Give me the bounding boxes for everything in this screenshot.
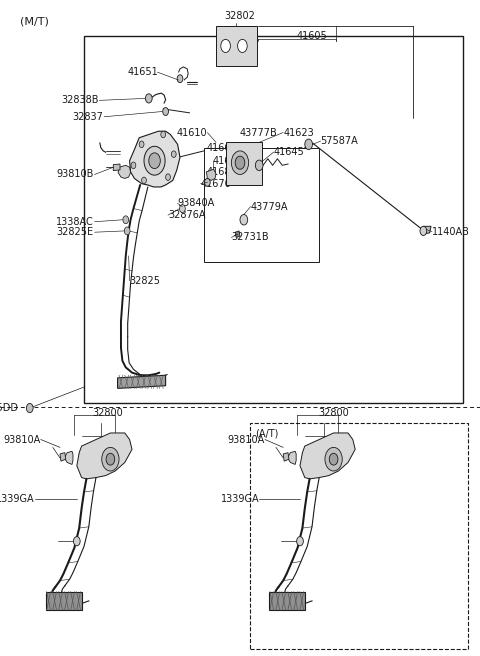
Text: 43777B: 43777B: [240, 127, 278, 138]
Text: 93840A: 93840A: [178, 198, 215, 209]
Text: 32802: 32802: [225, 11, 255, 21]
Bar: [84, 36, 463, 403]
Circle shape: [144, 146, 165, 175]
Polygon shape: [118, 165, 131, 178]
Circle shape: [73, 537, 80, 546]
Circle shape: [204, 178, 210, 186]
Circle shape: [329, 453, 338, 465]
Polygon shape: [64, 451, 73, 464]
Circle shape: [131, 162, 136, 169]
Circle shape: [124, 227, 130, 235]
Text: 93810B: 93810B: [56, 169, 94, 180]
Text: 1339GA: 1339GA: [0, 493, 35, 504]
Text: 41662: 41662: [213, 155, 243, 166]
Polygon shape: [288, 451, 296, 464]
Circle shape: [255, 160, 263, 171]
Circle shape: [171, 151, 176, 157]
Text: 1125DD: 1125DD: [0, 403, 19, 413]
Polygon shape: [60, 453, 66, 461]
Circle shape: [149, 153, 160, 169]
Polygon shape: [130, 131, 180, 187]
Circle shape: [231, 151, 249, 174]
Circle shape: [166, 174, 170, 180]
Text: 41670: 41670: [201, 178, 231, 189]
Polygon shape: [235, 231, 240, 237]
Text: 32800: 32800: [318, 408, 349, 418]
Circle shape: [26, 403, 33, 413]
Circle shape: [161, 131, 166, 138]
Text: 93810A: 93810A: [228, 434, 265, 445]
Text: 32800: 32800: [93, 408, 123, 418]
Polygon shape: [300, 433, 355, 479]
Text: (A/T): (A/T): [255, 428, 279, 438]
Polygon shape: [77, 433, 132, 479]
Polygon shape: [118, 375, 166, 388]
Circle shape: [305, 139, 312, 150]
Bar: [204, 148, 319, 262]
Bar: [269, 592, 305, 610]
Circle shape: [106, 453, 115, 465]
Circle shape: [235, 156, 245, 169]
Text: 41623: 41623: [283, 127, 314, 138]
Text: 41645: 41645: [274, 147, 304, 157]
Circle shape: [221, 39, 230, 52]
Text: 32838B: 32838B: [61, 95, 98, 106]
Text: 32837: 32837: [72, 112, 103, 122]
Text: 93810A: 93810A: [3, 434, 41, 445]
Circle shape: [102, 447, 119, 471]
Text: 41682A: 41682A: [206, 167, 244, 177]
Text: 41610: 41610: [177, 127, 207, 138]
Text: 32731B: 32731B: [231, 232, 269, 243]
Text: 32876A: 32876A: [168, 210, 205, 220]
Circle shape: [145, 94, 152, 103]
Text: 1140AB: 1140AB: [432, 226, 470, 237]
Circle shape: [123, 216, 129, 224]
Text: 32825: 32825: [130, 276, 161, 286]
Circle shape: [240, 215, 248, 225]
Text: 41605: 41605: [297, 31, 327, 41]
Circle shape: [163, 108, 168, 115]
Circle shape: [420, 226, 427, 236]
Bar: [216, 26, 257, 66]
Circle shape: [177, 75, 183, 83]
Bar: [46, 592, 82, 610]
Circle shape: [297, 537, 303, 546]
Text: 41660: 41660: [206, 142, 237, 153]
Polygon shape: [421, 226, 431, 234]
Bar: [226, 142, 262, 185]
Text: (M/T): (M/T): [20, 16, 49, 26]
Circle shape: [325, 447, 342, 471]
Polygon shape: [113, 164, 120, 171]
Text: 41651: 41651: [128, 67, 158, 77]
Circle shape: [139, 141, 144, 148]
Circle shape: [238, 39, 247, 52]
Circle shape: [142, 177, 146, 184]
Bar: [250, 423, 468, 649]
Polygon shape: [206, 169, 216, 180]
Circle shape: [180, 205, 185, 213]
Polygon shape: [283, 453, 289, 461]
Text: 1338AC: 1338AC: [56, 216, 94, 227]
Text: 32825E: 32825E: [57, 227, 94, 237]
Text: 1339GA: 1339GA: [221, 493, 259, 504]
Text: 57587A: 57587A: [321, 136, 359, 146]
Text: 43779A: 43779A: [251, 201, 288, 212]
